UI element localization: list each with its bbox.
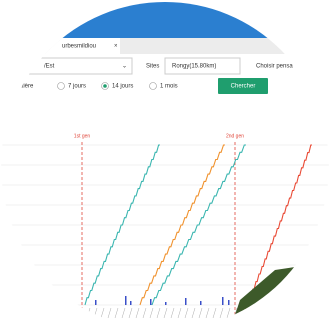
annotation: 2nd gen [226, 133, 244, 139]
search-button[interactable] [218, 78, 268, 94]
choose-label: Choisir pensa [256, 64, 293, 70]
x-tick [184, 307, 189, 319]
region-value: /Est [44, 64, 55, 70]
foliage-detail [295, 275, 329, 315]
x-tick [128, 307, 133, 319]
x-tick [198, 307, 203, 319]
small-bar [150, 299, 152, 305]
annotation: 1st gen [74, 133, 91, 139]
small-bar [125, 296, 127, 305]
x-tick [142, 307, 147, 319]
curve [151, 144, 246, 306]
small-bar [185, 298, 187, 305]
curve [139, 144, 225, 306]
x-tick [219, 307, 224, 319]
x-tick [212, 307, 217, 319]
small-bar [228, 300, 230, 305]
x-tick [121, 307, 126, 319]
x-tick [191, 307, 196, 319]
radio-label: 1 mois [160, 84, 178, 90]
small-bar [200, 301, 202, 305]
small-bar [222, 297, 224, 305]
radio-label: 14 jours [112, 84, 133, 90]
bottom-bars [86, 296, 245, 319]
x-tick [205, 307, 210, 319]
x-tick [156, 307, 161, 319]
x-tick [149, 307, 154, 319]
small-bar [165, 302, 167, 305]
curve [84, 144, 160, 306]
chevron: ⌄ [122, 64, 127, 70]
header-bar [1, 2, 329, 38]
small-bar [95, 300, 97, 305]
site-value: Rongy(15.80km) [172, 64, 216, 70]
x-tick [226, 307, 231, 319]
x-tick [135, 307, 140, 319]
sites-label: Sites [146, 64, 159, 70]
x-tick [177, 307, 182, 319]
radio[interactable] [149, 82, 157, 90]
radio-label: n entière [10, 84, 34, 90]
region-select[interactable] [0, 57, 133, 75]
x-tick [107, 307, 112, 319]
x-tick [100, 307, 105, 319]
curve [244, 144, 312, 313]
tab-label: urbesmildiou [62, 44, 96, 50]
radio[interactable] [0, 82, 7, 90]
tab[interactable] [40, 38, 120, 54]
x-tick [114, 307, 119, 319]
small-bar [130, 301, 132, 305]
radio-dot [103, 84, 107, 88]
search-button-label: Chercher [231, 84, 256, 90]
radio-label: 7 jours [68, 84, 86, 90]
tab-close[interactable]: × [114, 44, 118, 50]
radio[interactable] [57, 82, 65, 90]
x-tick [170, 307, 175, 319]
site-select[interactable] [164, 57, 241, 75]
x-tick [163, 307, 168, 319]
curves [84, 144, 312, 313]
